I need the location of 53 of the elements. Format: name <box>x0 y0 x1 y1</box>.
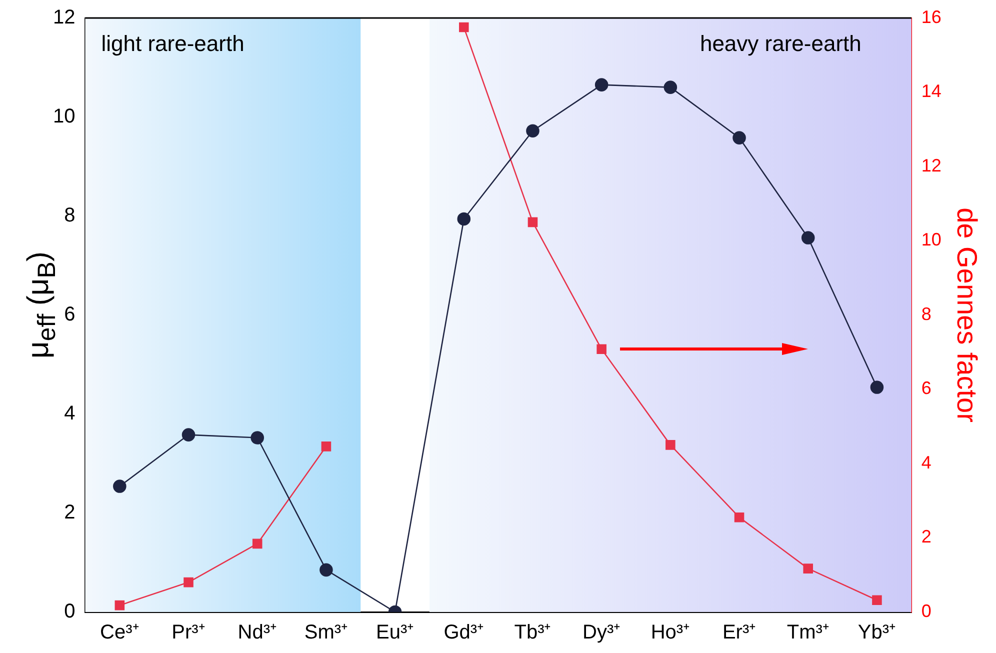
y2-tick-label: 2 <box>921 526 932 547</box>
point <box>734 512 744 522</box>
point <box>594 78 608 92</box>
point <box>801 231 815 244</box>
y2-tick-label: 10 <box>921 230 942 250</box>
point <box>321 442 332 452</box>
x-tick-label: Er³⁺ <box>722 622 756 644</box>
point <box>459 22 469 32</box>
y2-tick-label: 16 <box>921 6 942 27</box>
y2-tick-label: 6 <box>921 378 932 398</box>
x-tick-label: Tb³⁺ <box>514 622 552 644</box>
y2-tick-label: 0 <box>921 600 932 621</box>
point <box>870 380 884 394</box>
x-tick-label: Ce³⁺ <box>100 622 140 644</box>
y2-tick-label: 12 <box>921 155 942 176</box>
x-tick-label: Ho³⁺ <box>650 622 690 644</box>
point <box>528 217 538 228</box>
point <box>732 131 746 144</box>
point <box>457 212 471 226</box>
point <box>184 577 194 588</box>
x-tick-label: Sm³⁺ <box>304 622 348 644</box>
band-label: light rare-earth <box>101 31 244 56</box>
y-tick-label: 4 <box>64 402 76 425</box>
y-tick-label: 6 <box>64 304 76 326</box>
point <box>252 538 262 549</box>
point <box>114 600 125 610</box>
x-tick-label: Pr³⁺ <box>172 622 206 644</box>
y2-tick-label: 4 <box>921 452 932 472</box>
x-tick-label: Eu³⁺ <box>376 622 414 644</box>
point <box>664 80 678 94</box>
x-tick-label: Nd³⁺ <box>238 622 277 644</box>
x-tick-label: Yb³⁺ <box>858 622 896 644</box>
y-tick-label: 12 <box>52 6 76 29</box>
x-tick-label: Dy³⁺ <box>582 622 621 644</box>
x-tick-label: Gd³⁺ <box>444 622 484 644</box>
point <box>872 595 882 606</box>
y-tick-label: 0 <box>64 600 76 623</box>
y2-axis-title: de Gennes factor <box>951 208 982 422</box>
x-tick-label: Tm³⁺ <box>786 622 830 644</box>
y-tick-label: 10 <box>52 106 76 128</box>
point <box>250 431 264 444</box>
y-tick-label: 8 <box>64 204 76 227</box>
point <box>526 124 540 138</box>
point <box>596 344 606 354</box>
y-tick-label: 2 <box>64 502 76 524</box>
point <box>803 564 814 574</box>
point <box>320 563 333 577</box>
band-label: heavy rare-earth <box>700 31 862 56</box>
point <box>113 480 126 493</box>
point <box>666 440 676 450</box>
y2-tick-label: 8 <box>921 304 932 324</box>
y2-tick-label: 14 <box>921 81 942 102</box>
point <box>182 428 196 442</box>
